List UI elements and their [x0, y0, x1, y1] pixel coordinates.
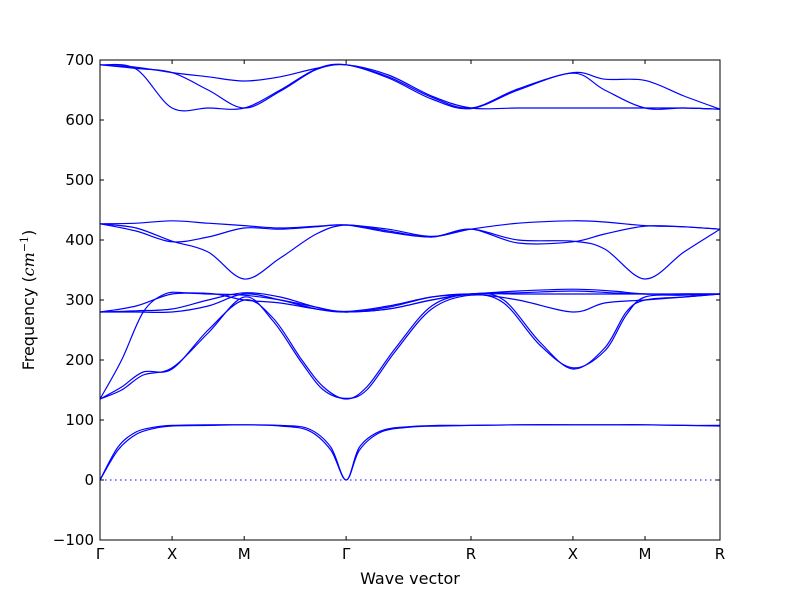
- band-lines: [100, 63, 720, 481]
- y-tick-label: 0: [84, 471, 94, 489]
- band-line-14: [100, 63, 720, 110]
- x-axis-label: Wave vector: [360, 569, 460, 588]
- x-tick-label: R: [466, 545, 476, 563]
- band-line-6: [100, 290, 720, 314]
- y-tick-label: 500: [65, 171, 94, 189]
- y-axis-label-close: ): [19, 230, 38, 236]
- x-tick-label: M: [639, 545, 652, 563]
- band-line-8: [100, 292, 720, 313]
- y-axis-label-main: Frequency (: [19, 276, 38, 370]
- y-axis-ticks: −100 0 100 200 300 400 500 600 700: [53, 51, 720, 549]
- y-tick-label: 400: [65, 231, 94, 249]
- band-line-12: [100, 63, 720, 112]
- band-line-1: [100, 424, 720, 481]
- x-tick-label: R: [715, 545, 725, 563]
- x-tick-label: Γ: [342, 545, 351, 563]
- y-axis-label-unit: cm: [19, 252, 38, 276]
- x-tick-label: X: [568, 545, 578, 563]
- band-line-11: [100, 220, 720, 238]
- y-tick-label: 700: [65, 51, 94, 69]
- plot-frame: [99, 59, 721, 541]
- y-tick-label: 300: [65, 291, 94, 309]
- y-tick-label: 200: [65, 351, 94, 369]
- x-tick-label: M: [238, 545, 251, 563]
- y-axis-label-exponent: −1: [18, 236, 31, 252]
- y-tick-label: 100: [65, 411, 94, 429]
- band-line-3: [100, 292, 720, 400]
- band-line-7: [100, 288, 720, 313]
- band-line-13: [100, 63, 720, 110]
- band-line-10: [100, 223, 720, 245]
- x-tick-label: X: [167, 545, 177, 563]
- x-tick-label: Γ: [96, 545, 105, 563]
- band-line-5: [100, 291, 720, 400]
- y-axis-label: Frequency (cm−1): [18, 230, 39, 371]
- band-line-4: [100, 293, 720, 400]
- y-tick-label: 600: [65, 111, 94, 129]
- band-line-2: [100, 424, 720, 481]
- y-tick-label: −100: [53, 531, 94, 549]
- band-line-9: [100, 223, 720, 280]
